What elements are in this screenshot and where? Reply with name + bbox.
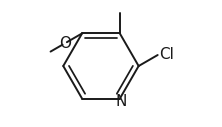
Text: N: N <box>116 94 127 109</box>
Text: Cl: Cl <box>159 47 174 62</box>
Text: O: O <box>59 36 71 51</box>
